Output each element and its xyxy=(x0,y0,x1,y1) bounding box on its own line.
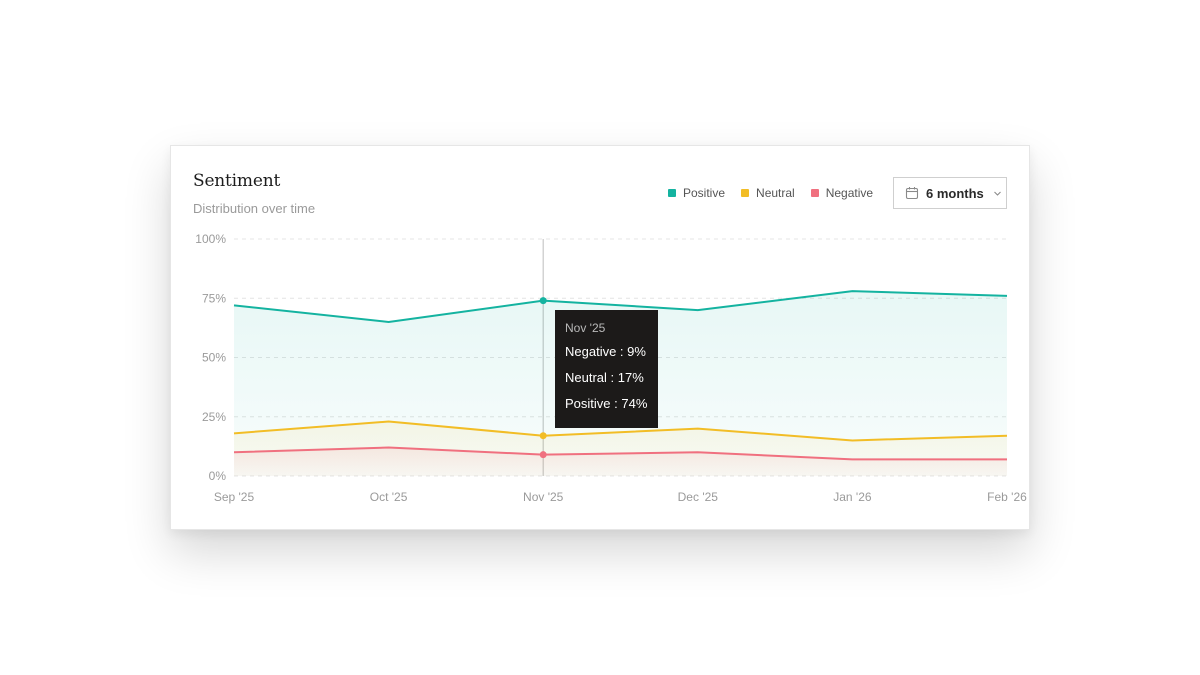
line-positive xyxy=(233,290,1008,323)
tooltip-title: Nov '25 xyxy=(565,321,606,335)
area-negative xyxy=(234,447,1007,476)
y-tick-label: 100% xyxy=(195,232,226,246)
tooltip-row-positive: Positive : 74% xyxy=(565,396,648,411)
legend-label-neutral: Neutral xyxy=(756,186,795,200)
legend-label-negative: Negative xyxy=(825,186,874,200)
point-neutral xyxy=(539,432,547,440)
y-tick-label: 75% xyxy=(202,291,226,305)
legend-swatch-negative xyxy=(810,189,819,197)
point-positive xyxy=(539,297,547,305)
line-negative xyxy=(233,446,1007,461)
legend-item-negative[interactable]: Negative xyxy=(810,186,874,200)
x-tick-label: Oct '25 xyxy=(370,490,408,504)
x-tick-label: Sep '25 xyxy=(214,490,255,504)
line-neutral xyxy=(233,420,1008,442)
time-range-select[interactable]: 6 months xyxy=(893,177,1007,209)
legend-swatch-neutral xyxy=(741,189,750,197)
chart-tooltip: Nov '25 Negative : 9% Neutral : 17% Posi… xyxy=(555,310,658,428)
legend-swatch-positive xyxy=(668,189,676,197)
chevron-down-icon xyxy=(993,191,1001,196)
x-tick-label: Jan '26 xyxy=(833,490,872,504)
card-title: Sentiment xyxy=(193,171,281,191)
y-tick-label: 0% xyxy=(209,469,227,483)
tooltip-row-neutral: Neutral : 17% xyxy=(565,370,644,385)
card-subtitle: Distribution over time xyxy=(193,201,316,216)
tooltip-row-negative: Negative : 9% xyxy=(565,344,646,359)
chart-legend: Positive Neutral Negative xyxy=(668,186,873,200)
legend-item-neutral[interactable]: Neutral xyxy=(741,186,795,200)
sentiment-card: Sentiment Distribution over time Positiv… xyxy=(170,145,1030,530)
legend-label-positive: Positive xyxy=(683,186,726,200)
y-tick-label: 50% xyxy=(202,351,226,365)
time-range-label: 6 months xyxy=(926,185,984,201)
x-tick-label: Nov '25 xyxy=(523,490,564,504)
x-tick-label: Feb '26 xyxy=(987,490,1027,504)
legend-item-positive[interactable]: Positive xyxy=(668,186,725,200)
point-negative xyxy=(539,451,547,459)
x-tick-label: Dec '25 xyxy=(678,490,719,504)
calendar-icon xyxy=(905,187,919,200)
y-tick-label: 25% xyxy=(202,410,226,424)
